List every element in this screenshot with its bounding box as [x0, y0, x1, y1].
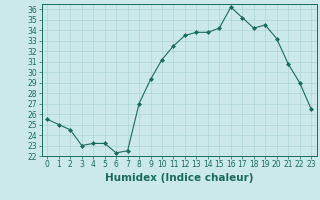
X-axis label: Humidex (Indice chaleur): Humidex (Indice chaleur) — [105, 173, 253, 183]
